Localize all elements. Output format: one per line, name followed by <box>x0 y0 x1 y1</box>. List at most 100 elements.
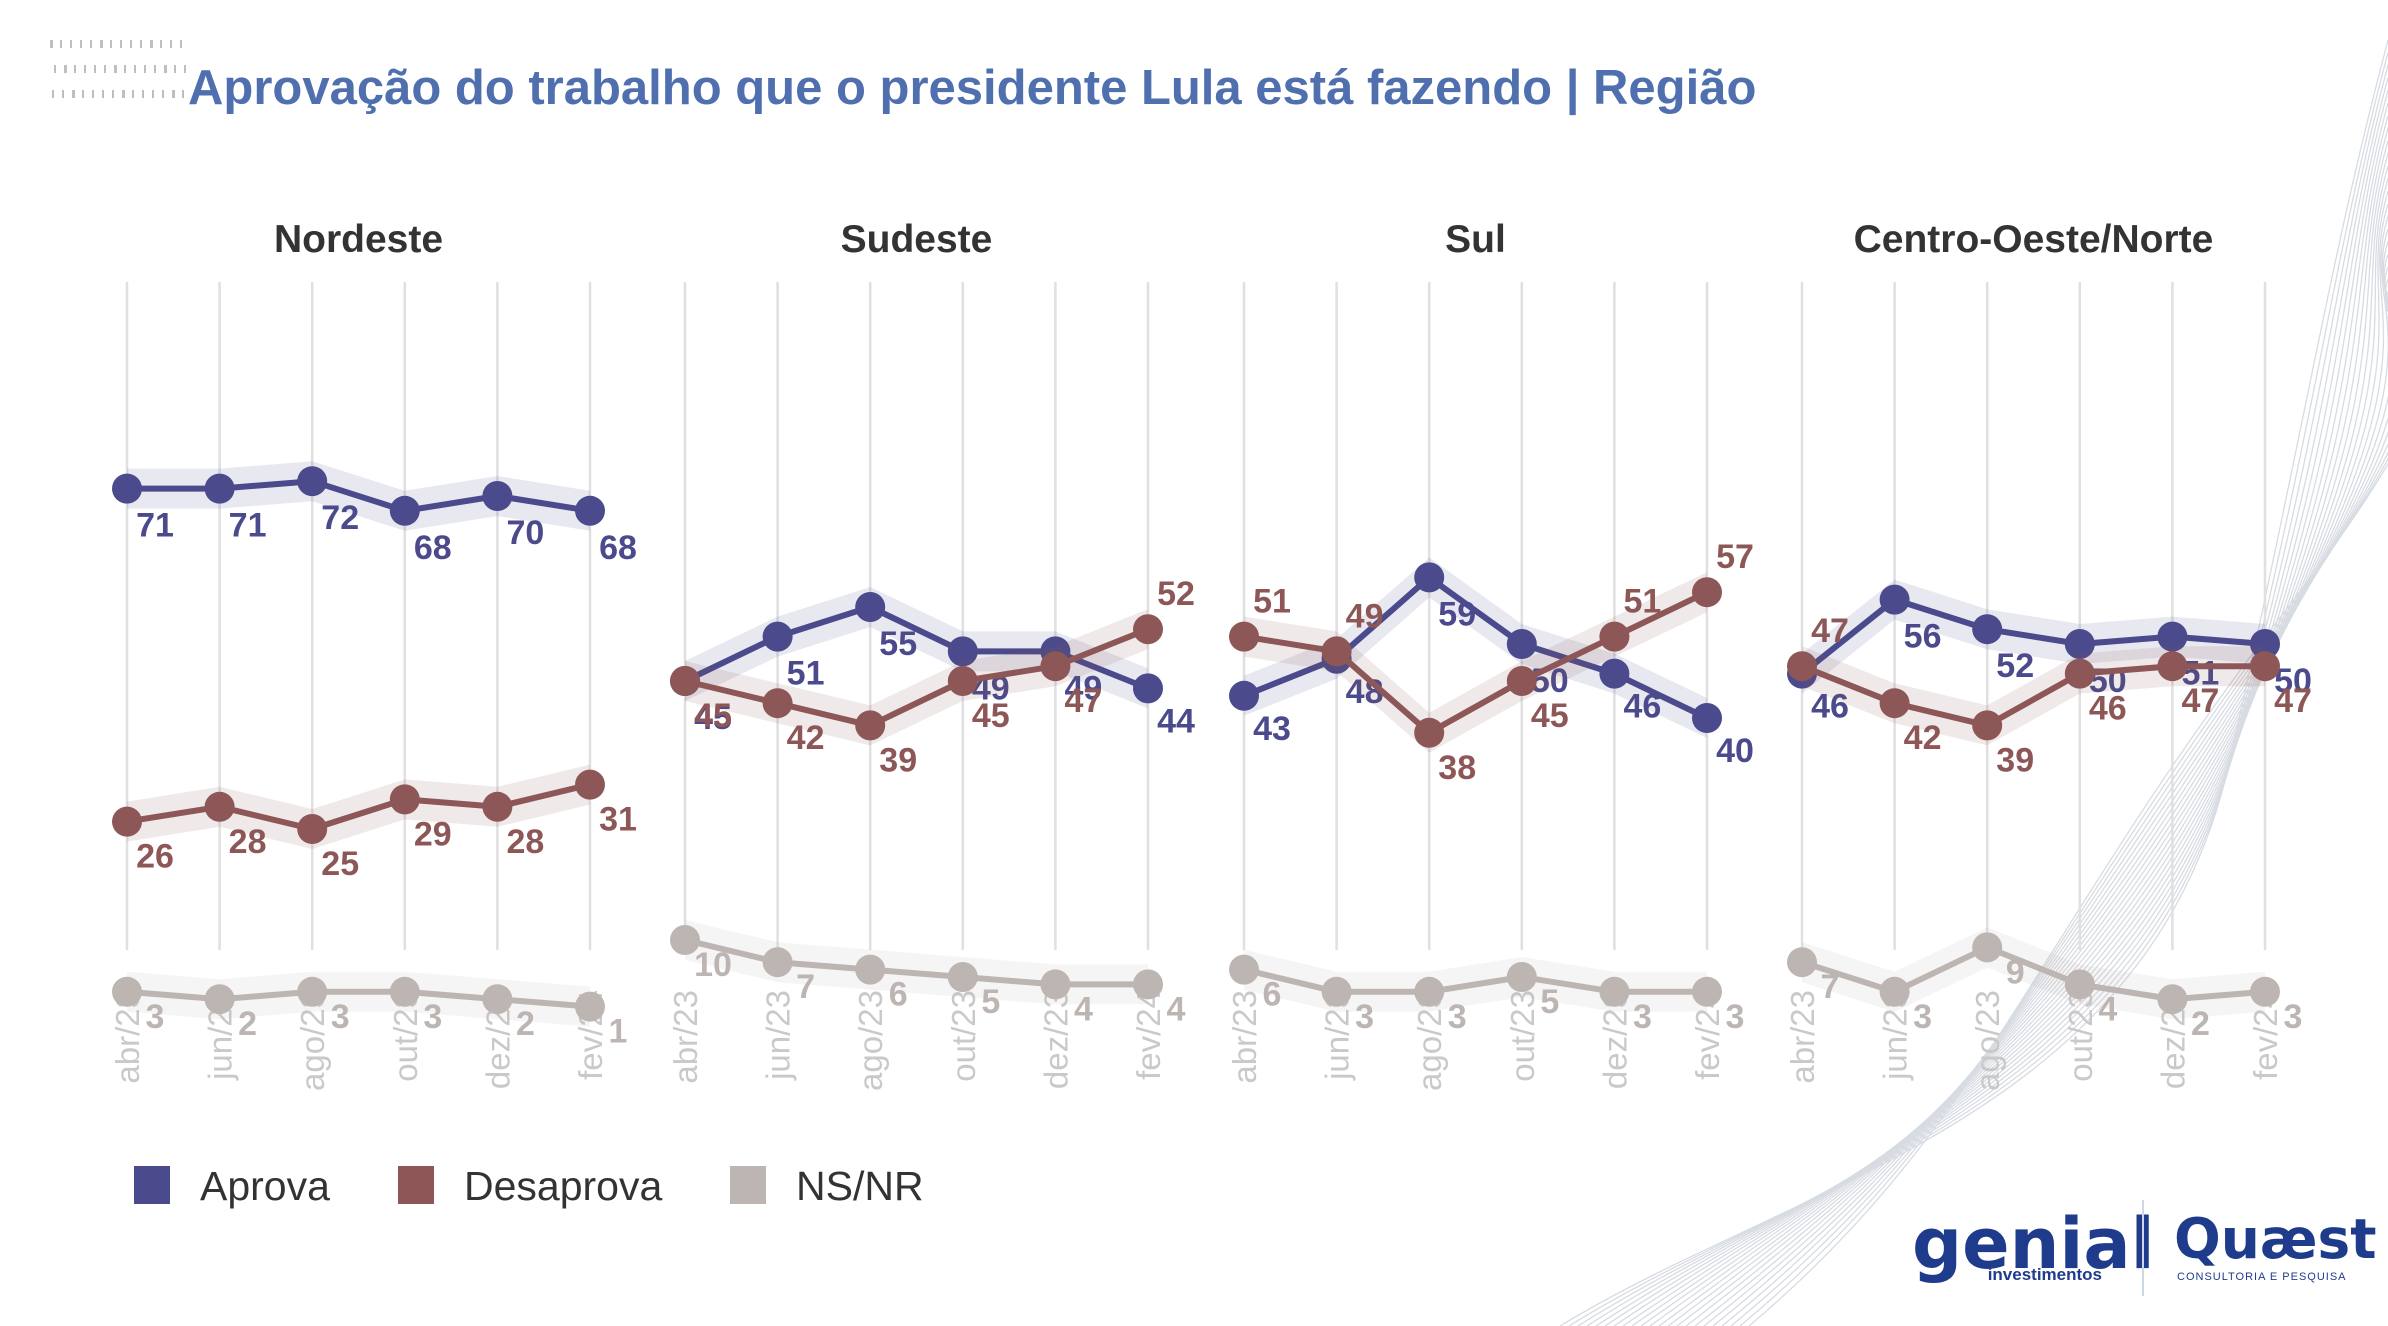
logo-bar <box>130 40 132 48</box>
legend-swatch <box>134 1166 170 1204</box>
data-point <box>1133 969 1163 1000</box>
data-point <box>1879 976 1910 1007</box>
data-point <box>2157 984 2188 1015</box>
data-point <box>1787 947 1817 978</box>
data-label: 25 <box>321 845 359 883</box>
data-label: 28 <box>229 823 267 861</box>
wave-line <box>1685 216 2388 1326</box>
data-label: 47 <box>2181 682 2219 720</box>
series-line <box>1242 574 1709 721</box>
wave-line <box>1613 115 2388 1326</box>
data-label: 51 <box>2181 655 2219 693</box>
data-point <box>2250 976 2280 1007</box>
logo-bar <box>90 40 92 48</box>
data-point <box>482 791 513 822</box>
data-point <box>1599 658 1630 689</box>
data-point <box>855 954 886 985</box>
data-label: 45 <box>694 697 732 735</box>
data-point <box>1229 680 1259 711</box>
data-label: 68 <box>599 529 637 567</box>
logo-bar <box>174 65 176 73</box>
data-point <box>1506 666 1537 696</box>
wave-line <box>1658 178 2388 1326</box>
quaest-logo-mark <box>50 40 186 98</box>
data-label: 5 <box>981 983 1000 1021</box>
panel-title: Nordeste <box>274 218 443 261</box>
x-tick-label: abr/23 <box>1226 990 1263 1084</box>
data-point <box>1414 976 1445 1007</box>
data-label: 71 <box>136 507 174 545</box>
data-point <box>670 666 700 696</box>
data-point <box>297 814 328 844</box>
series-line <box>1800 596 2266 676</box>
data-label: 10 <box>694 946 732 984</box>
data-point <box>389 784 420 815</box>
x-tick-label: out/23 <box>945 990 982 1082</box>
data-label: 68 <box>414 529 452 567</box>
data-point <box>112 806 142 837</box>
data-label: 47 <box>2274 682 2312 720</box>
logo-bar <box>160 40 162 48</box>
data-point <box>2064 629 2095 659</box>
quaest-logo-text: Quæst <box>2174 1207 2377 1271</box>
quaest-logo-subtext: CONSULTORIA E PESQUISA <box>2177 1271 2347 1283</box>
legend-swatch <box>398 1166 434 1204</box>
data-label: 59 <box>1438 595 1476 633</box>
confidence-band <box>127 971 590 1027</box>
data-point <box>112 473 142 504</box>
genial-logo-subtext: investimentos <box>1988 1265 2102 1284</box>
wave-line <box>1730 279 2388 1326</box>
logo-bar <box>180 40 182 48</box>
logo-bar <box>132 90 134 98</box>
wave-line <box>1640 153 2388 1326</box>
data-point <box>1972 710 2003 741</box>
logo-bar <box>170 40 172 48</box>
wave-line <box>1739 291 2388 1326</box>
data-point <box>1506 629 1537 659</box>
data-label: 3 <box>1633 998 1652 1036</box>
data-point <box>1414 717 1445 748</box>
series-line <box>1243 589 1709 736</box>
data-label: 45 <box>694 699 732 737</box>
logo-bar <box>164 65 167 73</box>
logo-bar <box>60 40 62 48</box>
data-label: 2 <box>2191 1005 2210 1043</box>
data-label: 44 <box>1157 702 1195 740</box>
x-tick-label: abr/23 <box>1784 990 1821 1084</box>
data-point <box>1506 962 1537 992</box>
x-tick-label: ago/23 <box>294 990 331 1091</box>
data-point <box>855 710 886 741</box>
logo-bar <box>150 40 153 48</box>
series-line <box>684 937 1148 988</box>
data-point <box>1229 954 1259 985</box>
logo-bar <box>184 65 186 73</box>
data-label: 51 <box>1253 583 1291 621</box>
data-label: 42 <box>1904 719 1942 757</box>
x-tick-label: ago/23 <box>852 990 889 1091</box>
data-point <box>1414 562 1445 593</box>
logo-bar <box>54 65 56 73</box>
data-label: 4 <box>1074 990 1093 1028</box>
x-tick-label: dez/23 <box>1037 990 1074 1089</box>
data-label: 3 <box>2284 998 2303 1036</box>
data-point <box>2157 621 2188 652</box>
wave-line <box>1712 253 2388 1326</box>
data-label: 57 <box>1716 538 1754 576</box>
logo-bar <box>154 65 156 73</box>
data-point <box>1133 614 1163 645</box>
logo-bar <box>84 65 86 73</box>
data-point <box>112 976 142 1007</box>
logo-bar <box>104 65 106 73</box>
data-label: 49 <box>1346 597 1384 635</box>
data-label: 49 <box>1064 669 1102 707</box>
data-label: 39 <box>1996 741 2034 779</box>
data-label: 3 <box>146 998 165 1036</box>
chart-panels: Nordeste abr/23 jun/23 ago/23 out/23 dez/23 fe… <box>109 218 2312 1091</box>
logo-bar <box>50 40 53 48</box>
logo-bar <box>162 90 164 98</box>
decorative-waves <box>1559 39 2388 1326</box>
confidence-band <box>1244 949 1707 1012</box>
data-label: 43 <box>1253 710 1291 748</box>
